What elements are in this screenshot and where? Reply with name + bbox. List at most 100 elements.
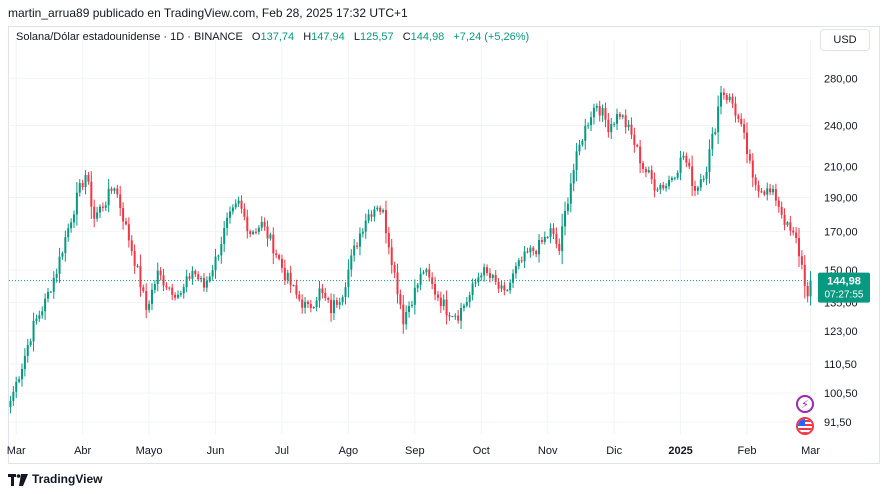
candle-body bbox=[64, 237, 67, 254]
candle-body bbox=[566, 203, 569, 212]
candle-body bbox=[159, 270, 162, 276]
candle-body bbox=[751, 160, 754, 178]
candle-body bbox=[84, 174, 87, 187]
candle-body bbox=[122, 208, 125, 222]
y-tick-label: 110,50 bbox=[824, 359, 857, 371]
lightning-icon[interactable]: ⚡ bbox=[796, 395, 814, 413]
candle-body bbox=[451, 316, 454, 318]
candle-body bbox=[702, 178, 705, 180]
candle-body bbox=[220, 244, 223, 256]
candle-body bbox=[231, 207, 234, 212]
candle-body bbox=[465, 301, 468, 306]
x-tick-label: 2025 bbox=[668, 445, 692, 457]
candle-body bbox=[260, 221, 263, 228]
candle-body bbox=[549, 228, 552, 237]
price-badge-value: 144,98 bbox=[827, 276, 861, 288]
candle-body bbox=[396, 272, 399, 295]
candle-body bbox=[26, 345, 29, 356]
candle-body bbox=[630, 124, 633, 135]
candle-body bbox=[662, 184, 665, 189]
candle-body bbox=[627, 124, 630, 128]
candle-body bbox=[327, 298, 330, 300]
candle-body bbox=[538, 239, 541, 255]
candle-body bbox=[555, 233, 558, 244]
us-flag-icon[interactable] bbox=[796, 417, 814, 435]
candle-body bbox=[665, 186, 668, 189]
candle-body bbox=[520, 260, 523, 262]
candle-body bbox=[803, 264, 806, 286]
candle-body bbox=[760, 191, 763, 193]
candle-body bbox=[477, 277, 480, 283]
x-tick-label: Mayo bbox=[136, 445, 163, 457]
candle-body bbox=[670, 177, 673, 181]
candle-body bbox=[174, 294, 177, 298]
candle-body bbox=[301, 299, 304, 308]
low-value: 125,57 bbox=[359, 31, 394, 43]
candle-body bbox=[367, 214, 370, 221]
candle-body bbox=[78, 183, 81, 193]
candle-body bbox=[361, 231, 364, 234]
candle-body bbox=[72, 214, 76, 223]
candle-body bbox=[87, 174, 90, 182]
symbol-description[interactable]: Solana/Dólar estadounidense · 1D · BINAN… bbox=[16, 31, 243, 43]
candle-body bbox=[679, 157, 682, 173]
candle-body bbox=[584, 125, 587, 141]
candle-body bbox=[763, 191, 766, 195]
candle-body bbox=[12, 391, 15, 401]
x-tick-label: Ago bbox=[339, 445, 359, 457]
candle-body bbox=[176, 294, 179, 298]
candle-body bbox=[321, 288, 324, 294]
candle-body bbox=[717, 106, 720, 133]
candle-body bbox=[552, 228, 555, 234]
candle-body bbox=[777, 200, 780, 207]
candle-body bbox=[607, 119, 610, 133]
candle-body bbox=[29, 341, 32, 346]
candle-body bbox=[769, 188, 772, 193]
candle-body bbox=[156, 270, 159, 285]
candle-body bbox=[682, 155, 685, 158]
candle-body bbox=[191, 270, 194, 279]
high-label: H bbox=[303, 31, 312, 43]
candle-body bbox=[58, 256, 61, 274]
footer-brand[interactable]: TradingView bbox=[8, 470, 102, 488]
candle-body bbox=[780, 206, 783, 215]
candle-body bbox=[75, 192, 78, 215]
candle-body bbox=[462, 305, 465, 309]
candle-body bbox=[696, 187, 699, 191]
candle-body bbox=[358, 233, 361, 247]
y-tick-label: 240,00 bbox=[824, 121, 858, 133]
us-flag-graphic bbox=[798, 419, 812, 433]
candle-body bbox=[61, 253, 64, 257]
candle-body bbox=[783, 214, 786, 225]
candle-body bbox=[757, 184, 760, 192]
candle-body bbox=[743, 124, 746, 133]
candle-body bbox=[272, 234, 275, 254]
candle-body bbox=[246, 216, 249, 232]
currency-button[interactable]: USD bbox=[820, 29, 870, 51]
candle-body bbox=[422, 272, 425, 274]
candle-body bbox=[113, 188, 116, 191]
candle-body bbox=[208, 276, 211, 281]
candle-body bbox=[806, 285, 809, 297]
candle-body bbox=[312, 306, 315, 309]
candle-body bbox=[286, 272, 289, 280]
candle-body bbox=[46, 291, 50, 299]
candle-body bbox=[691, 166, 694, 187]
candle-body bbox=[275, 253, 278, 256]
candle-body bbox=[745, 132, 749, 155]
tradingview-logo-icon bbox=[8, 473, 28, 486]
candle-body bbox=[795, 232, 798, 238]
candle-body bbox=[439, 297, 442, 307]
candle-body bbox=[81, 183, 84, 187]
candle-body bbox=[283, 267, 286, 280]
candle-body bbox=[471, 283, 474, 296]
candle-body bbox=[133, 251, 136, 266]
candle-body bbox=[771, 189, 775, 193]
y-tick-label: 280,00 bbox=[824, 73, 858, 85]
candle-body bbox=[734, 103, 737, 116]
candle-body bbox=[445, 299, 448, 316]
candle-body bbox=[257, 227, 260, 233]
candle-body bbox=[387, 233, 390, 248]
candle-body bbox=[442, 299, 445, 307]
